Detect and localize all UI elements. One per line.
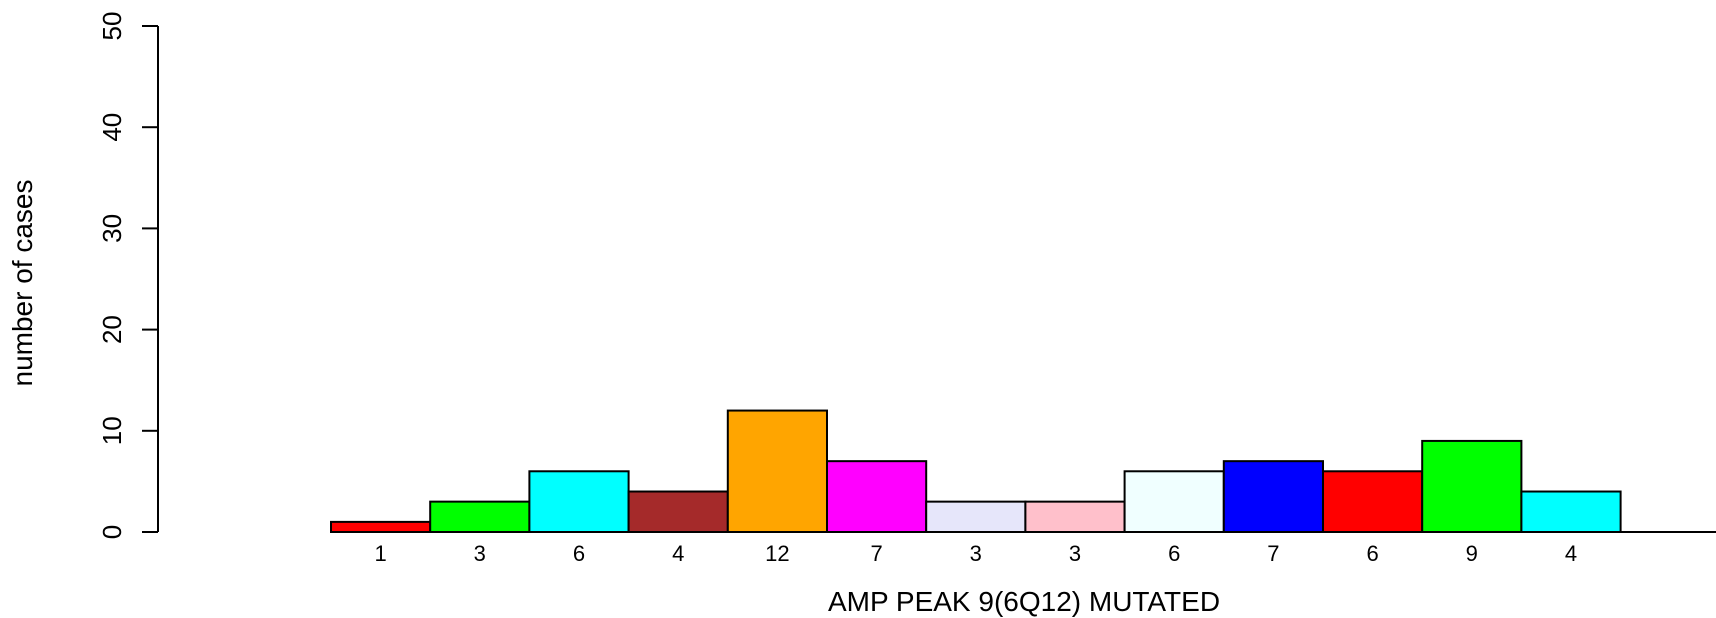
bar-category-label: 3 — [1069, 541, 1081, 566]
x-axis-title: AMP PEAK 9(6Q12) MUTATED — [828, 586, 1220, 617]
bar — [627, 490, 729, 533]
y-tick-label: 40 — [97, 113, 127, 142]
bar — [330, 520, 432, 534]
bar — [1322, 470, 1424, 533]
y-tick-label: 30 — [97, 214, 127, 243]
bar — [1024, 500, 1126, 534]
y-axis: 0 10 20 30 40 50 — [97, 12, 159, 539]
bar-category-label: 6 — [573, 541, 585, 566]
bar-category-label: 9 — [1466, 541, 1478, 566]
bar-category-label: 1 — [374, 541, 386, 566]
bar-category-label: 6 — [1168, 541, 1180, 566]
bar-category-label: 6 — [1366, 541, 1378, 566]
y-tick-label: 20 — [97, 315, 127, 344]
bar-category-label: 4 — [1565, 541, 1577, 566]
bar — [528, 470, 630, 533]
bar — [1222, 460, 1325, 533]
bar — [1123, 470, 1225, 533]
bar — [429, 500, 531, 534]
bar — [1421, 439, 1523, 534]
bar — [1520, 490, 1622, 533]
bars — [330, 409, 1622, 534]
bar-category-label: 12 — [765, 541, 789, 566]
bar-category-label: 3 — [970, 541, 982, 566]
bar — [826, 460, 928, 533]
y-tick-label: 10 — [97, 416, 127, 445]
bar-labels: 1 3 6 4 12 7 3 3 6 7 6 9 4 — [374, 541, 1577, 566]
bar-category-label: 7 — [870, 541, 882, 566]
y-tick-label: 0 — [97, 525, 127, 539]
bar-category-label: 3 — [474, 541, 486, 566]
y-axis-title: number of cases — [7, 180, 38, 387]
y-tick-label: 50 — [97, 12, 127, 41]
bar-category-label: 7 — [1267, 541, 1279, 566]
bar-category-label: 4 — [672, 541, 684, 566]
bar — [726, 409, 828, 533]
bar — [925, 500, 1027, 534]
